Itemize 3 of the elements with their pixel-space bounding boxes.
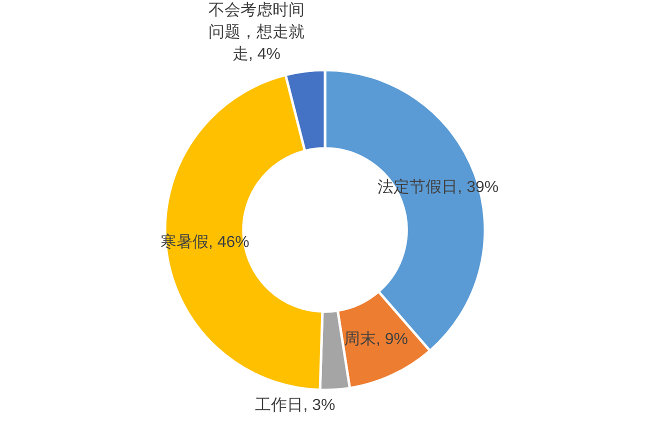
slice-label: 周末, 9% [344, 330, 408, 350]
slice-label: 工作日, 3% [255, 396, 336, 416]
slice-label: 不会考虑时间问题，想走就走, 4% [208, 0, 306, 66]
